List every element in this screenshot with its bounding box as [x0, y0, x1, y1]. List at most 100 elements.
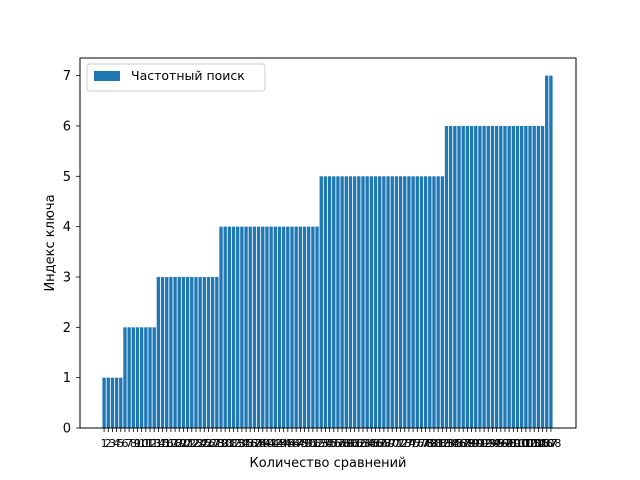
y-tick-label: 7: [63, 69, 71, 84]
bar: [382, 176, 386, 428]
bars-group: [102, 75, 553, 429]
bar: [198, 276, 202, 428]
x-tick-label: 8: [130, 437, 137, 450]
x-tick-label: 53: [314, 437, 328, 450]
x-tick-label: 55: [323, 437, 337, 450]
x-tick-label: 99: [506, 437, 520, 450]
x-tick-label: 75: [406, 437, 420, 450]
bar: [165, 276, 169, 428]
x-tick-label: 14: [151, 437, 165, 450]
bar: [110, 377, 115, 428]
x-tick-label: 48: [293, 437, 307, 450]
bar: [160, 276, 165, 428]
bar: [398, 176, 403, 428]
x-tick-label: 95: [490, 437, 504, 450]
bar: [135, 327, 140, 428]
x-tick-label: 105: [528, 437, 549, 450]
x-tick-label: 9: [134, 437, 141, 450]
x-tick-label: 38: [252, 437, 266, 450]
bar: [202, 276, 206, 428]
x-tick-label: 30: [218, 437, 232, 450]
bar: [428, 176, 432, 428]
x-tick-label: 26: [201, 437, 215, 450]
x-tick-label: 72: [394, 437, 408, 450]
x-tick-label: 98: [502, 437, 516, 450]
legend-box: [86, 63, 266, 92]
bar: [277, 226, 282, 428]
x-tick-label: 37: [247, 437, 261, 450]
x-tick-label: 60: [343, 437, 357, 450]
bar: [536, 125, 541, 429]
bar: [474, 125, 478, 429]
bar: [102, 377, 106, 428]
bar: [352, 176, 357, 428]
x-tick-label: 20: [176, 437, 190, 450]
bar: [173, 276, 177, 428]
x-tick-label: 3: [109, 437, 116, 450]
x-tick-label: 4: [113, 437, 120, 450]
x-tick-label: 51: [306, 437, 320, 450]
bar: [152, 327, 156, 428]
x-tick-label: 71: [389, 437, 403, 450]
x-tick-label: 104: [524, 437, 545, 450]
y-axis-label: Индекс ключа: [43, 194, 58, 291]
x-tick-label: 34: [235, 437, 249, 450]
bar: [231, 226, 236, 428]
x-tick-label: 47: [289, 437, 303, 450]
x-tick-label: 57: [331, 437, 345, 450]
x-tick-label: 89: [465, 437, 479, 450]
x-tick-label: 11: [139, 437, 153, 450]
x-tick-label: 16: [160, 437, 174, 450]
x-tick-label: 96: [494, 437, 508, 450]
bar: [394, 176, 399, 428]
x-tick-label: 80: [427, 437, 441, 450]
x-tick-label: 36: [243, 437, 257, 450]
bar: [490, 125, 495, 429]
bar: [248, 226, 252, 428]
x-tick-label: 103: [520, 437, 541, 450]
x-tick-label: 61: [348, 437, 362, 450]
bar: [123, 327, 127, 428]
legend-swatch: [94, 71, 120, 81]
bar: [106, 377, 110, 428]
bar: [119, 377, 123, 428]
x-tick-label: 52: [310, 437, 324, 450]
bar: [407, 176, 411, 428]
bar: [298, 226, 303, 428]
x-tick-label: 73: [398, 437, 412, 450]
x-tick-label: 25: [197, 437, 211, 450]
x-tick-label: 21: [181, 437, 195, 450]
y-tick-label: 4: [63, 220, 71, 235]
bar: [453, 125, 457, 429]
bar: [269, 226, 273, 428]
bar: [302, 226, 307, 428]
x-tick-label: 84: [444, 437, 458, 450]
x-tick-label: 43: [272, 437, 286, 450]
bar: [499, 125, 503, 429]
bar: [290, 226, 294, 428]
bar: [390, 176, 394, 428]
x-tick-label: 45: [281, 437, 295, 450]
x-tick-label: 59: [339, 437, 353, 450]
bar: [323, 176, 328, 428]
x-tick-label: 82: [435, 437, 449, 450]
x-tick-label: 49: [298, 437, 312, 450]
plot-frame: [79, 57, 577, 429]
x-tick-label: 65: [364, 437, 378, 450]
bar: [177, 276, 181, 428]
bar: [482, 125, 486, 429]
bar: [507, 125, 511, 429]
x-tick-label: 91: [473, 437, 487, 450]
x-tick-label: 64: [360, 437, 374, 450]
bar: [223, 226, 227, 428]
bar: [415, 176, 419, 428]
bar: [469, 125, 474, 429]
bar: [148, 327, 152, 428]
bar: [344, 176, 348, 428]
x-tick-label: 42: [268, 437, 282, 450]
x-tick-label: 107: [536, 437, 557, 450]
x-tick-label: 88: [460, 437, 474, 450]
bar: [378, 176, 382, 428]
bar: [528, 125, 532, 429]
bar: [190, 276, 194, 428]
